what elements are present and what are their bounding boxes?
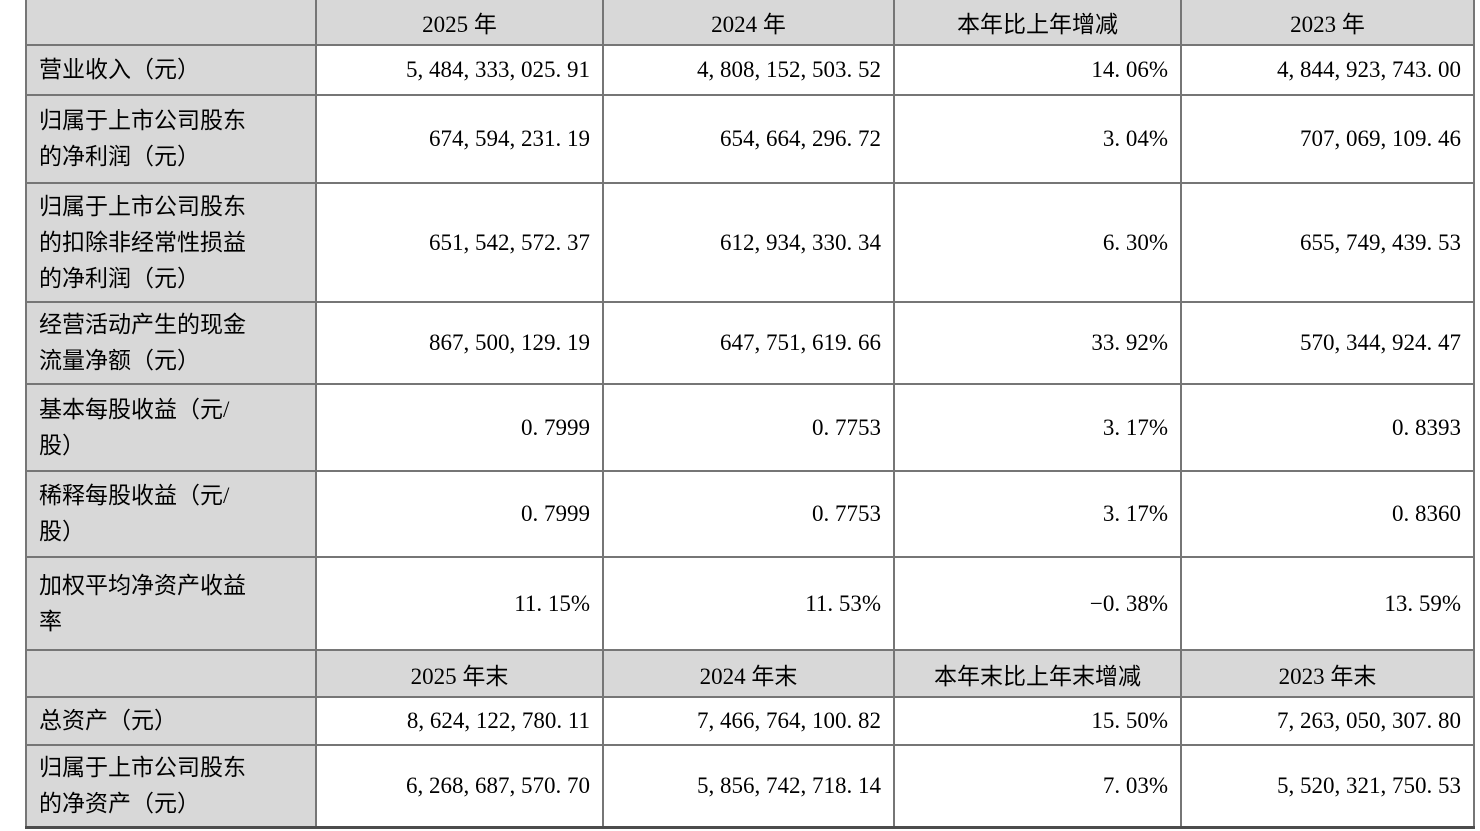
corner-cell — [25, 0, 317, 46]
value-change: −0. 38% — [893, 556, 1182, 651]
column-header-2023-end: 2023 年末 — [1180, 649, 1475, 698]
value-2024: 647, 751, 619. 66 — [602, 301, 895, 385]
value-2025: 11. 15% — [315, 556, 604, 651]
column-header-2025: 2025 年 — [315, 0, 604, 46]
value-change: 3. 04% — [893, 94, 1182, 184]
column-header-2023: 2023 年 — [1180, 0, 1475, 46]
value-2024: 612, 934, 330. 34 — [602, 182, 895, 303]
corner-cell — [25, 649, 317, 698]
table-row-net-profit: 归属于上市公司股东 的净利润（元） 674, 594, 231. 19 654,… — [25, 94, 1475, 184]
column-header-change-end: 本年末比上年末增减 — [893, 649, 1182, 698]
column-header-2024: 2024 年 — [602, 0, 895, 46]
value-2024: 7, 466, 764, 100. 82 — [602, 696, 895, 746]
row-label: 归属于上市公司股东 的扣除非经常性损益 的净利润（元） — [25, 182, 317, 303]
value-2025: 0. 7999 — [315, 383, 604, 472]
value-2025: 867, 500, 129. 19 — [315, 301, 604, 385]
value-2025: 8, 624, 122, 780. 11 — [315, 696, 604, 746]
value-2023: 707, 069, 109. 46 — [1180, 94, 1475, 184]
year-end-header-row: 2025 年末 2024 年末 本年末比上年末增减 2023 年末 — [25, 649, 1475, 698]
value-2023: 570, 344, 924. 47 — [1180, 301, 1475, 385]
financial-summary-table: 2025 年 2024 年 本年比上年增减 2023 年 营业收入（元） 5, … — [25, 0, 1475, 829]
value-2023: 5, 520, 321, 750. 53 — [1180, 744, 1475, 829]
annual-header-row: 2025 年 2024 年 本年比上年增减 2023 年 — [25, 0, 1475, 46]
value-2024: 5, 856, 742, 718. 14 — [602, 744, 895, 829]
row-label: 加权平均净资产收益 率 — [25, 556, 317, 651]
value-2024: 654, 664, 296. 72 — [602, 94, 895, 184]
value-2023: 0. 8360 — [1180, 470, 1475, 558]
value-2023: 655, 749, 439. 53 — [1180, 182, 1475, 303]
value-2025: 674, 594, 231. 19 — [315, 94, 604, 184]
value-change: 7. 03% — [893, 744, 1182, 829]
value-2025: 651, 542, 572. 37 — [315, 182, 604, 303]
value-change: 3. 17% — [893, 383, 1182, 472]
value-change: 15. 50% — [893, 696, 1182, 746]
value-2024: 0. 7753 — [602, 383, 895, 472]
value-change: 6. 30% — [893, 182, 1182, 303]
value-2025: 6, 268, 687, 570. 70 — [315, 744, 604, 829]
row-label: 归属于上市公司股东 的净利润（元） — [25, 94, 317, 184]
table-row-weighted-roe: 加权平均净资产收益 率 11. 15% 11. 53% −0. 38% 13. … — [25, 556, 1475, 651]
value-2024: 0. 7753 — [602, 470, 895, 558]
value-2023: 4, 844, 923, 743. 00 — [1180, 44, 1475, 96]
row-label: 归属于上市公司股东 的净资产（元） — [25, 744, 317, 829]
value-change: 33. 92% — [893, 301, 1182, 385]
value-change: 3. 17% — [893, 470, 1182, 558]
value-2023: 13. 59% — [1180, 556, 1475, 651]
row-label: 稀释每股收益（元/ 股） — [25, 470, 317, 558]
table-row-net-profit-deducted: 归属于上市公司股东 的扣除非经常性损益 的净利润（元） 651, 542, 57… — [25, 182, 1475, 303]
table-row-basic-eps: 基本每股收益（元/ 股） 0. 7999 0. 7753 3. 17% 0. 8… — [25, 383, 1475, 472]
table-row-revenue: 营业收入（元） 5, 484, 333, 025. 91 4, 808, 152… — [25, 44, 1475, 96]
column-header-2024-end: 2024 年末 — [602, 649, 895, 698]
table-row-operating-cash-flow: 经营活动产生的现金 流量净额（元） 867, 500, 129. 19 647,… — [25, 301, 1475, 385]
value-change: 14. 06% — [893, 44, 1182, 96]
value-2023: 7, 263, 050, 307. 80 — [1180, 696, 1475, 746]
row-label: 经营活动产生的现金 流量净额（元） — [25, 301, 317, 385]
column-header-2025-end: 2025 年末 — [315, 649, 604, 698]
row-label: 基本每股收益（元/ 股） — [25, 383, 317, 472]
row-label: 营业收入（元） — [25, 44, 317, 96]
table-row-net-assets: 归属于上市公司股东 的净资产（元） 6, 268, 687, 570. 70 5… — [25, 744, 1475, 829]
value-2024: 4, 808, 152, 503. 52 — [602, 44, 895, 96]
column-header-change: 本年比上年增减 — [893, 0, 1182, 46]
row-label: 总资产（元） — [25, 696, 317, 746]
value-2023: 0. 8393 — [1180, 383, 1475, 472]
value-2025: 5, 484, 333, 025. 91 — [315, 44, 604, 96]
value-2025: 0. 7999 — [315, 470, 604, 558]
value-2024: 11. 53% — [602, 556, 895, 651]
table-row-diluted-eps: 稀释每股收益（元/ 股） 0. 7999 0. 7753 3. 17% 0. 8… — [25, 470, 1475, 558]
table-row-total-assets: 总资产（元） 8, 624, 122, 780. 11 7, 466, 764,… — [25, 696, 1475, 746]
